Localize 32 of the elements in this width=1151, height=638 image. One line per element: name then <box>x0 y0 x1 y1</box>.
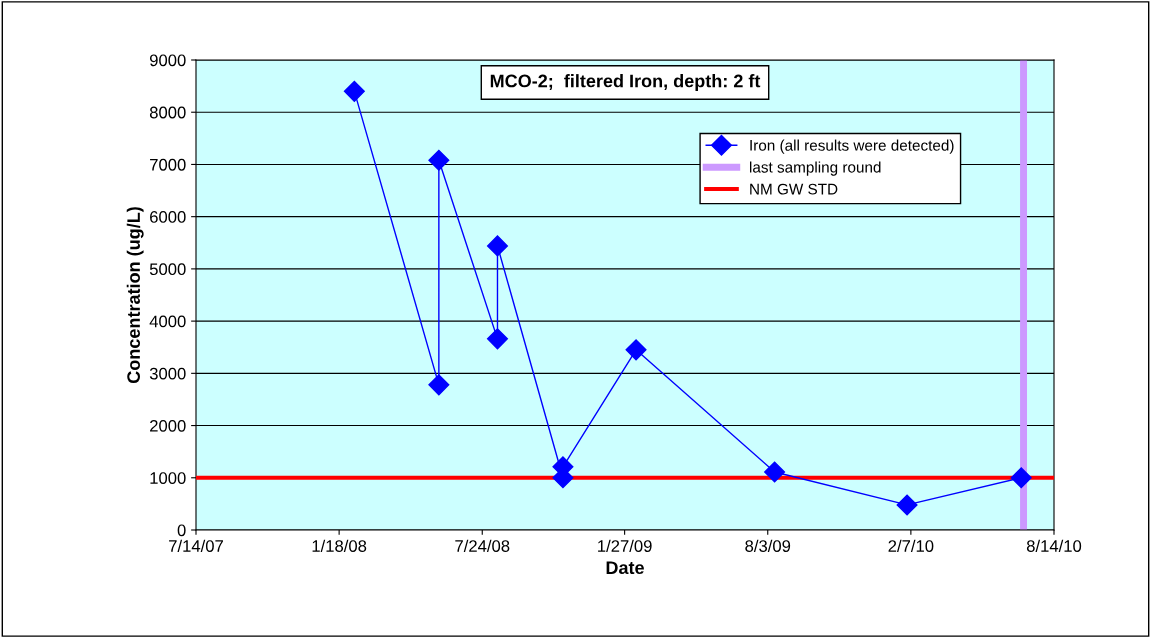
point <box>764 461 786 483</box>
point <box>486 235 508 257</box>
x-tick-label: 1/27/09 <box>598 539 652 552</box>
point <box>625 339 647 361</box>
y-tick-label: 9000 <box>149 54 186 67</box>
legend-label: last sampling round <box>750 161 881 176</box>
x-tick-label: 7/24/08 <box>455 539 510 552</box>
y-tick-label: 0 <box>177 524 186 537</box>
y-tick-label: 6000 <box>150 211 186 223</box>
y-tick-label: 4000 <box>149 315 186 328</box>
legend-label: Iron (all results were detected) <box>750 139 954 154</box>
point <box>896 494 918 516</box>
x-tick-label: 2/7/10 <box>888 539 934 552</box>
y-tick-label: 2000 <box>150 419 186 432</box>
y-axis-title: Concentration (ug/L) <box>126 207 144 384</box>
point <box>343 80 365 102</box>
legend-label: NM GW STD <box>750 183 838 195</box>
y-tick-label: 8000 <box>149 106 186 119</box>
y-tick-label: 3000 <box>149 367 186 380</box>
x-tick-label: 7/14/07 <box>169 539 223 552</box>
x-tick-label: 1/18/08 <box>312 539 367 552</box>
point <box>428 374 450 396</box>
text: MCO-2; filtered Iron, depth: 2 ft <box>490 74 761 91</box>
y-tick-label: 7000 <box>150 158 186 171</box>
y-tick-label: 5000 <box>149 263 186 276</box>
x-tick-label: 8/14/10 <box>1026 539 1082 552</box>
point <box>1010 467 1032 489</box>
x-axis-title: Date <box>606 561 644 575</box>
x-tick-label: 8/3/09 <box>745 539 791 552</box>
point <box>486 328 508 350</box>
y-tick-label: 1000 <box>150 472 186 484</box>
point <box>428 149 450 171</box>
